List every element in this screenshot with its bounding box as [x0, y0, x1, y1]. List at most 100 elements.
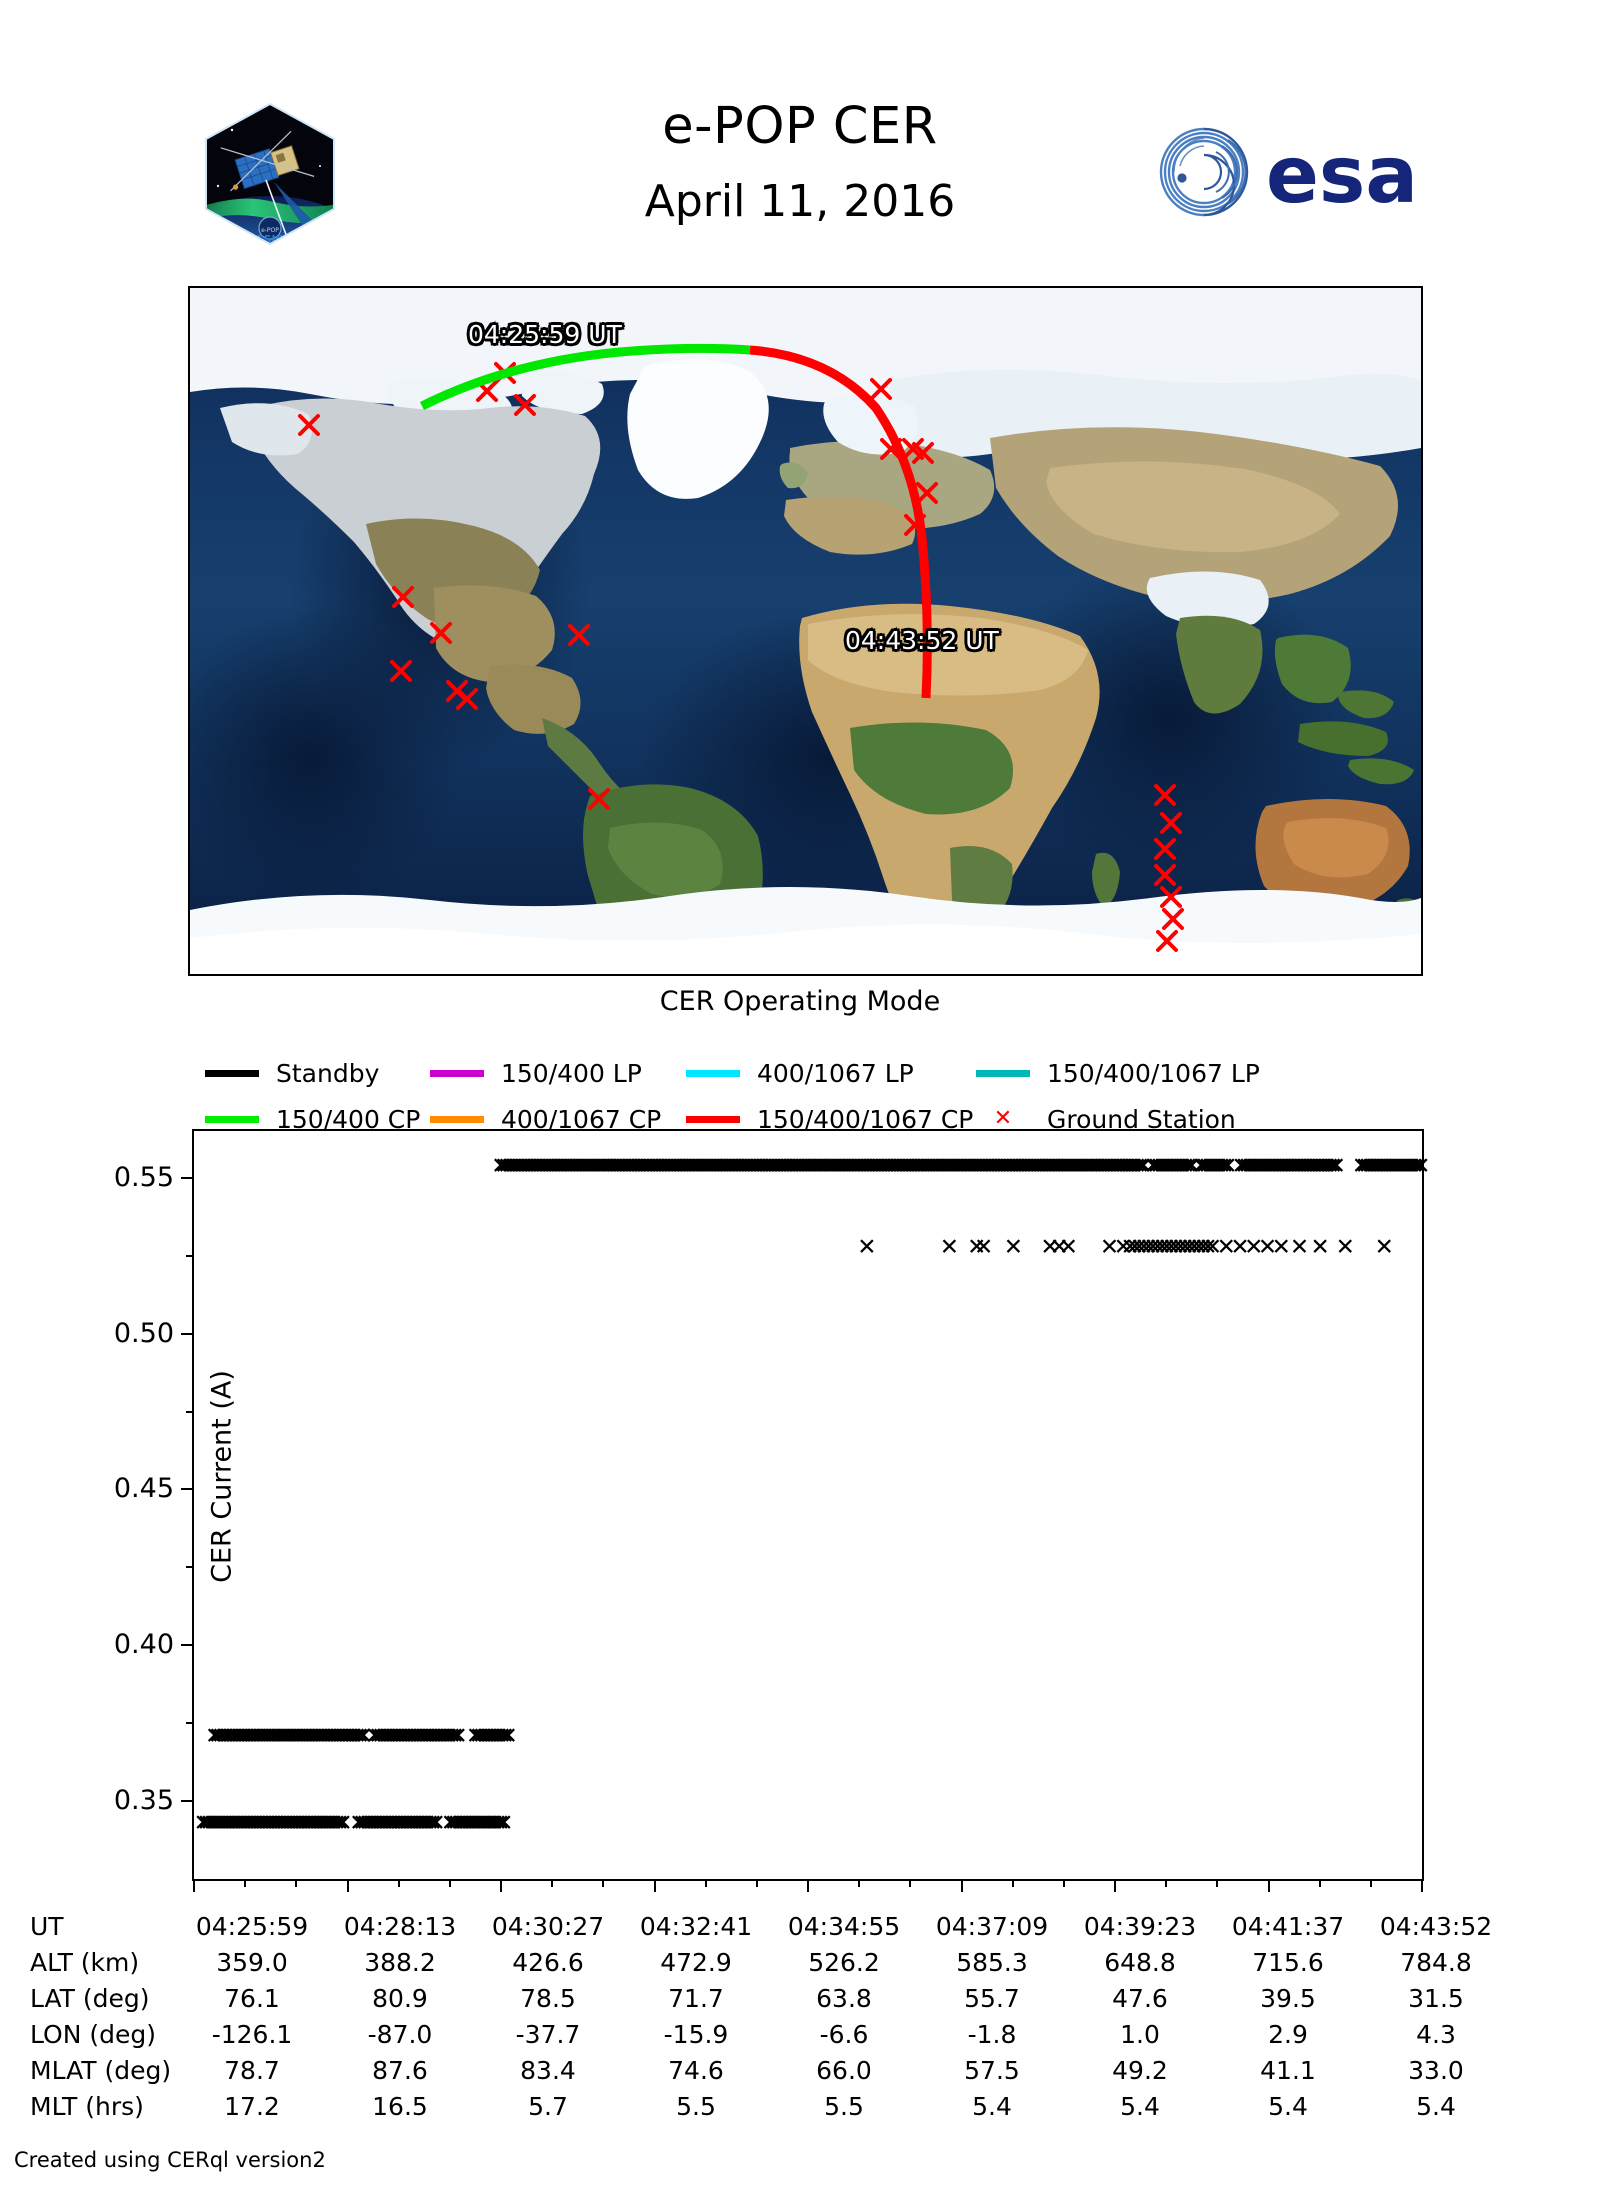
data-point-marker: ✕ [1047, 1153, 1067, 1180]
data-point-marker: ✕ [458, 1810, 478, 1837]
map-end-time-label: 04:43:52 UT [843, 624, 1001, 657]
data-point-marker: ✕ [279, 1810, 300, 1837]
data-point-marker: ✕ [1294, 1153, 1314, 1180]
data-point-marker: ✕ [999, 1153, 1020, 1180]
data-point-marker: ✕ [1323, 1153, 1344, 1180]
data-point-marker: ✕ [288, 1810, 308, 1837]
data-point-marker: ✕ [220, 1810, 240, 1837]
ephemeris-table: UT 04:25:59 04:28:13 04:30:27 04:32:41 04:34:… [30, 1908, 1510, 2124]
legend-entry-150-400-1067-cp[interactable]: 150/400/1067 CP [686, 1105, 976, 1134]
data-point-marker: ✕ [928, 1153, 948, 1180]
data-point-marker: ✕ [1170, 1153, 1190, 1180]
data-point-marker: ✕ [452, 1810, 472, 1837]
data-point-marker: ✕ [666, 1153, 686, 1180]
data-point-marker: ✕ [1378, 1153, 1398, 1180]
data-point-marker: ✕ [1258, 1153, 1278, 1180]
data-point-marker: ✕ [1255, 1153, 1275, 1180]
data-point-marker: ✕ [990, 1153, 1011, 1180]
data-point-marker: ✕ [473, 1810, 493, 1837]
data-point-marker: ✕ [471, 1723, 492, 1750]
data-point-marker: ✕ [264, 1810, 285, 1837]
data-point-marker: ✕ [1374, 1234, 1394, 1261]
data-point-marker: ✕ [1101, 1153, 1121, 1180]
data-point-marker: ✕ [839, 1153, 859, 1180]
table-cell: -126.1 [211, 2019, 293, 2049]
data-point-marker: ✕ [1326, 1153, 1347, 1180]
data-point-marker: ✕ [601, 1153, 621, 1180]
legend-entry-150-400-1067-lp[interactable]: 150/400/1067 LP [976, 1059, 1260, 1088]
data-point-marker: ✕ [411, 1810, 431, 1837]
data-point-marker: ✕ [374, 1723, 394, 1750]
data-point-marker: ✕ [361, 1810, 381, 1837]
legend-entry-400-1067-lp[interactable]: 400/1067 LP [686, 1059, 976, 1088]
data-point-marker: ✕ [244, 1810, 264, 1837]
data-point-marker: ✕ [256, 1810, 276, 1837]
data-point-marker: ✕ [495, 1723, 515, 1750]
data-point-marker: ✕ [461, 1810, 481, 1837]
table-cell: 5.5 [676, 2091, 716, 2121]
footer-note: Created using CERql version2 [14, 2148, 326, 2172]
legend-entry-ground-station[interactable]: ✕ Ground Station [976, 1105, 1236, 1134]
world-map-panel[interactable]: 04:25:59 UT 04:43:52 UT [188, 286, 1423, 976]
data-point-marker: ✕ [229, 1810, 249, 1837]
data-point-marker: ✕ [940, 1153, 960, 1180]
ground-station-x-icon: ✕ [993, 1106, 1013, 1131]
table-cell: 74.6 [668, 2055, 724, 2085]
data-point-marker: ✕ [732, 1153, 752, 1180]
data-point-marker: ✕ [1074, 1153, 1094, 1180]
data-point-marker: ✕ [1249, 1153, 1269, 1180]
data-point-marker: ✕ [1044, 1153, 1064, 1180]
x-tick-minor [1062, 1879, 1065, 1887]
data-point-marker: ✕ [1270, 1153, 1290, 1180]
data-point-marker: ✕ [448, 1723, 468, 1750]
legend-entry-standby[interactable]: Standby [205, 1059, 430, 1088]
data-point-marker: ✕ [344, 1723, 365, 1750]
table-cell: 585.3 [956, 1947, 1028, 1977]
table-cell: 76.1 [224, 1983, 280, 2013]
data-point-marker: ✕ [752, 1153, 773, 1180]
legend-title: CER Operating Mode [659, 986, 941, 1017]
y-tick-minor [186, 1254, 194, 1257]
data-point-marker: ✕ [758, 1153, 779, 1180]
data-point-marker: ✕ [925, 1153, 945, 1180]
data-point-marker: ✕ [1366, 1153, 1386, 1180]
legend-swatch-150-400-lp [430, 1069, 484, 1077]
data-point-marker: ✕ [369, 1810, 390, 1837]
data-point-marker: ✕ [693, 1153, 713, 1180]
data-point-marker: ✕ [523, 1153, 544, 1180]
data-point-marker: ✕ [1130, 1153, 1151, 1180]
table-cell: 472.9 [660, 1947, 732, 1977]
data-point-marker: ✕ [1005, 1153, 1026, 1180]
data-point-marker: ✕ [913, 1153, 933, 1180]
data-point-marker: ✕ [1285, 1153, 1305, 1180]
data-point-marker: ✕ [205, 1810, 225, 1837]
data-point-marker: ✕ [225, 1723, 246, 1750]
data-point-marker: ✕ [1261, 1153, 1281, 1180]
data-point-marker: ✕ [556, 1153, 576, 1180]
data-point-marker: ✕ [1357, 1153, 1377, 1180]
table-row-header: MLT (hrs) [30, 2091, 144, 2121]
legend-label-standby: Standby [276, 1058, 380, 1088]
data-point-marker: ✕ [285, 1723, 305, 1750]
table-row: MLT (hrs) 17.2 16.5 5.7 5.5 5.5 5.4 5.4 5.4 5.4 [30, 2088, 1510, 2124]
data-point-marker: ✕ [993, 1153, 1014, 1180]
legend-entry-400-1067-cp[interactable]: 400/1067 CP [430, 1105, 686, 1134]
cer-current-plot[interactable]: CER Current (A) 0.35 0.40 0.45 0.50 0.55 ✕ ✕ ✕… [114, 1129, 1430, 1892]
data-point-marker: ✕ [1115, 1153, 1136, 1180]
legend-entry-150-400-lp[interactable]: 150/400 LP [430, 1059, 686, 1088]
data-point-marker: ✕ [258, 1810, 279, 1837]
data-point-marker: ✕ [939, 1234, 959, 1261]
table-cell: 31.5 [1408, 1983, 1464, 2013]
data-point-marker: ✕ [1152, 1234, 1172, 1261]
data-point-marker: ✕ [749, 1153, 770, 1180]
data-point-marker: ✕ [669, 1153, 689, 1180]
data-point-marker: ✕ [1399, 1153, 1419, 1180]
data-point-marker: ✕ [399, 1810, 420, 1837]
data-point-marker: ✕ [402, 1810, 422, 1837]
data-point-marker: ✕ [439, 1723, 459, 1750]
data-point-marker: ✕ [946, 1153, 966, 1180]
legend-entry-150-400-cp[interactable]: 150/400 CP [205, 1105, 430, 1134]
data-point-marker: ✕ [901, 1153, 921, 1180]
data-point-marker: ✕ [770, 1153, 791, 1180]
x-tick-minor [244, 1879, 247, 1887]
